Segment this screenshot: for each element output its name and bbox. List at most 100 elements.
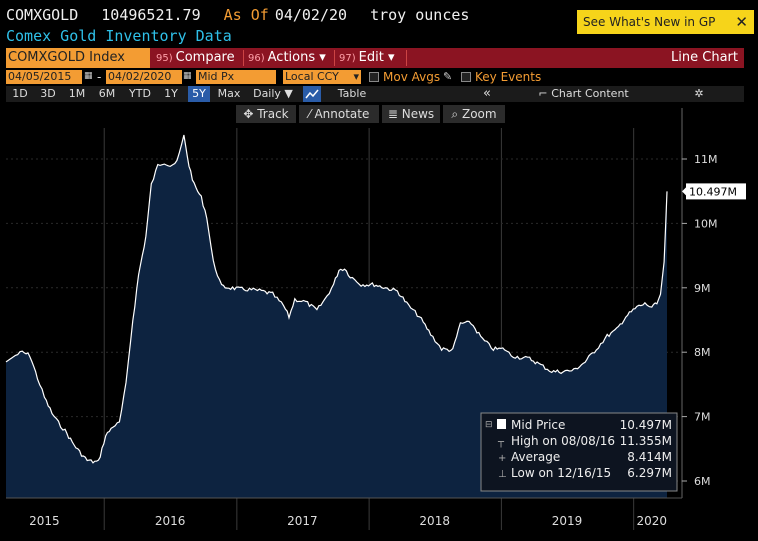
units-label: troy ounces bbox=[370, 6, 470, 24]
data-point bbox=[584, 361, 586, 363]
x-tick-label: 2017 bbox=[287, 514, 318, 528]
legend-marker-icon: + bbox=[498, 453, 506, 464]
data-point bbox=[625, 316, 627, 318]
data-point bbox=[460, 322, 462, 324]
chart-legend: Mid Price 10.497M ┬ High on 08/08/16 11.355M… bbox=[480, 412, 678, 492]
close-icon[interactable]: ✕ bbox=[735, 13, 748, 31]
whats-new-label: See What's New in GP bbox=[583, 15, 716, 29]
data-point bbox=[22, 351, 24, 353]
period-1d[interactable]: 1D bbox=[12, 87, 28, 100]
gear-icon[interactable]: ✲ bbox=[694, 87, 704, 100]
whats-new-banner[interactable]: See What's New in GP ✕ bbox=[577, 10, 754, 34]
legend-marker-icon: ⊥ bbox=[498, 469, 507, 480]
frequency-select[interactable]: Daily ▼ bbox=[253, 87, 293, 100]
period-3d[interactable]: 3D bbox=[40, 87, 56, 100]
data-point bbox=[79, 451, 81, 453]
data-point bbox=[419, 316, 421, 318]
period-ytd[interactable]: YTD bbox=[129, 87, 151, 100]
data-point bbox=[251, 289, 253, 291]
period-5y[interactable]: 5Y bbox=[188, 86, 210, 102]
table-button[interactable]: Table bbox=[337, 87, 367, 100]
legend-label: Mid Price bbox=[511, 418, 565, 432]
data-point bbox=[666, 191, 668, 193]
key-events-checkbox[interactable] bbox=[461, 72, 471, 82]
pencil-icon[interactable]: ✎ bbox=[443, 70, 453, 83]
security-description: Comex Gold Inventory Data bbox=[6, 27, 232, 45]
legend-label: Average bbox=[511, 450, 560, 464]
data-point bbox=[663, 261, 665, 263]
data-point bbox=[510, 355, 512, 357]
legend-collapse-icon[interactable]: ⊟ bbox=[485, 420, 493, 430]
mov-avgs-checkbox[interactable] bbox=[369, 72, 379, 82]
track-button[interactable]: ✥ Track bbox=[236, 105, 296, 123]
legend-value: 11.355M bbox=[620, 434, 672, 448]
data-point bbox=[493, 348, 495, 350]
compare-button[interactable]: 95) Compare bbox=[156, 48, 235, 68]
period-selector-row: 1D 3D 1M 6M YTD 1Y 5Y Max Daily ▼ Table … bbox=[6, 86, 744, 102]
news-button[interactable]: ≣ News bbox=[382, 105, 440, 123]
calendar-icon[interactable]: ▦ bbox=[84, 71, 93, 81]
data-point bbox=[15, 355, 17, 357]
end-date-field[interactable]: 04/02/2020 bbox=[106, 70, 182, 84]
track-label: Track bbox=[257, 107, 289, 121]
chart-type-selector[interactable]: Line Chart bbox=[671, 50, 738, 65]
data-point bbox=[193, 184, 195, 186]
y-tick-label: 9M bbox=[694, 282, 711, 295]
legend-value: 6.297M bbox=[627, 466, 672, 480]
data-point bbox=[373, 284, 375, 286]
data-point bbox=[164, 161, 166, 163]
ticker-symbol: COMXGOLD bbox=[6, 6, 79, 24]
data-point bbox=[29, 355, 31, 357]
data-point bbox=[51, 413, 53, 415]
data-point bbox=[72, 442, 74, 444]
zoom-button[interactable]: ⌕ Zoom bbox=[443, 105, 505, 123]
period-1m[interactable]: 1M bbox=[68, 87, 86, 100]
series-line[interactable] bbox=[5, 134, 668, 464]
news-label: News bbox=[401, 107, 435, 121]
data-point bbox=[636, 306, 638, 308]
edit-number: 97) bbox=[339, 53, 356, 64]
chart-content-button[interactable]: Chart Content bbox=[551, 87, 629, 100]
chevron-down-icon: ▾ bbox=[353, 70, 359, 83]
edit-button[interactable]: 97) Edit ▾ bbox=[339, 48, 394, 68]
y-tick-label: 11M bbox=[694, 153, 718, 166]
data-point bbox=[239, 288, 241, 290]
data-point bbox=[562, 371, 564, 373]
period-max[interactable]: Max bbox=[217, 87, 241, 100]
legend-label: Low on 12/16/15 bbox=[511, 466, 611, 480]
data-point bbox=[397, 290, 399, 292]
data-point bbox=[344, 268, 346, 270]
data-point bbox=[660, 293, 662, 295]
line-chart-icon[interactable] bbox=[303, 86, 321, 102]
data-point bbox=[333, 284, 335, 286]
data-point bbox=[529, 358, 531, 360]
security-field[interactable]: COMXGOLD Index bbox=[6, 48, 150, 68]
annotate-button[interactable]: ⁄ Annotate bbox=[299, 105, 379, 123]
collapse-icon[interactable]: « bbox=[483, 86, 491, 101]
currency-select[interactable]: Local CCY ▾ bbox=[283, 70, 361, 84]
calendar-icon[interactable]: ▦ bbox=[183, 71, 192, 81]
x-tick-label: 2018 bbox=[419, 514, 450, 528]
actions-button[interactable]: 96) Actions ▾ bbox=[248, 48, 326, 68]
chart-content-icon[interactable]: ⌐ bbox=[538, 87, 548, 100]
data-point bbox=[105, 435, 107, 437]
start-date-field[interactable]: 04/05/2015 bbox=[6, 70, 82, 84]
last-value: 10496521.79 bbox=[101, 6, 201, 24]
data-point bbox=[125, 384, 127, 386]
x-tick-label: 2016 bbox=[155, 514, 186, 528]
data-point bbox=[430, 333, 432, 335]
price-field-select[interactable]: Mid Px bbox=[196, 70, 276, 84]
last-value-tag bbox=[686, 183, 746, 200]
period-6m[interactable]: 6M bbox=[98, 87, 116, 100]
last-value-label: 10.497M bbox=[689, 185, 737, 198]
data-point bbox=[452, 349, 454, 351]
x-tick-label: 2019 bbox=[552, 514, 583, 528]
data-point bbox=[471, 322, 473, 324]
mov-avgs-label: Mov Avgs bbox=[383, 70, 441, 84]
legend-value: 10.497M bbox=[620, 418, 672, 432]
period-1y[interactable]: 1Y bbox=[164, 87, 178, 100]
x-axis: 2015 2016 2017 2018 2019 2020 bbox=[6, 497, 682, 528]
divider bbox=[406, 50, 407, 66]
data-point bbox=[188, 165, 190, 167]
